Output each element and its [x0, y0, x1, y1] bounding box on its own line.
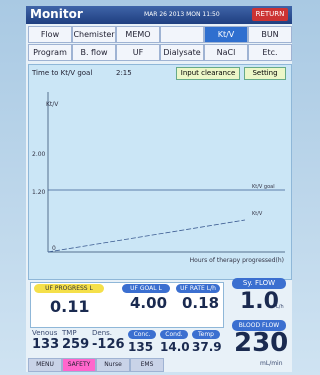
title: Monitor	[30, 7, 83, 21]
uf-goal-value: 4.00	[130, 294, 167, 312]
pressure-label: Venous	[32, 329, 57, 337]
blood-flow-value: 230	[234, 328, 288, 358]
conc-label: Temp	[192, 330, 220, 339]
page: Monitor MAR 26 2013 MON 11:50 RETURN Tim…	[0, 0, 312, 375]
screen: Monitor MAR 26 2013 MON 11:50 RETURN Tim…	[26, 6, 292, 372]
y-axis-label: Kt/V	[46, 101, 59, 108]
uf-rate-value: 0.18	[182, 294, 219, 312]
tab[interactable]: Dialysate	[160, 44, 204, 61]
tab[interactable]: NaCl	[204, 44, 248, 61]
ktv-line	[48, 220, 245, 252]
uf-rate-label: UF RATE L/h	[176, 284, 220, 293]
ktv-chart: Kt/V 2.00 1.20 0 Kt/V goal Kt/V Hours of…	[30, 82, 288, 276]
setting-button[interactable]: Setting	[244, 67, 286, 80]
sy-flow-unit: L/h	[276, 304, 284, 310]
footer-tab[interactable]: SAFETY	[62, 358, 96, 372]
tab[interactable]: Kt/V	[204, 26, 248, 43]
footer-tab[interactable]: Nurse	[96, 358, 130, 372]
pressure-label: Dens.	[92, 329, 112, 337]
pressure-value: 133	[32, 337, 59, 352]
tab[interactable]: Program	[28, 44, 72, 61]
y-label: 0	[52, 245, 56, 252]
sy-flow-label: Sy. FLOW	[232, 278, 286, 289]
pressure-value: -126	[92, 337, 125, 352]
datetime: MAR 26 2013 MON 11:50	[144, 11, 220, 18]
time-value: 2:15	[116, 69, 132, 77]
tab[interactable]: BUN	[248, 26, 292, 43]
conc-value: 14.0	[160, 340, 190, 354]
time-label: Time to Kt/V goal	[32, 69, 92, 77]
tab[interactable]: Flow	[28, 26, 72, 43]
uf-progress-value: 0.11	[50, 297, 89, 316]
conc-label: Cond.	[160, 330, 188, 339]
return-button[interactable]: RETURN	[252, 8, 288, 21]
line-label: Kt/V	[252, 211, 263, 217]
conc-label: Conc.	[128, 330, 156, 339]
footer-tab[interactable]: MENU	[28, 358, 62, 372]
tab[interactable]: Chemister	[72, 26, 116, 43]
x-axis-label: Hours of therapy progressed(h)	[190, 257, 284, 264]
y-label: 1.20	[32, 189, 46, 196]
tab[interactable]: MEMO	[116, 26, 160, 43]
pressure-label: TMP	[62, 329, 77, 337]
tab[interactable]: UF	[116, 44, 160, 61]
pressure-value: 259	[62, 337, 89, 352]
conc-value: 37.9	[192, 340, 222, 354]
line-label: Kt/V goal	[252, 184, 275, 190]
tab[interactable]: B. flow	[72, 44, 116, 61]
blood-flow-unit: mL/min	[260, 360, 283, 367]
sy-flow-value: 1.0	[240, 289, 279, 314]
input-clearance-button[interactable]: Input clearance	[176, 67, 240, 80]
tab[interactable]	[160, 26, 204, 43]
tab[interactable]: Etc.	[248, 44, 292, 61]
conc-value: 135	[128, 340, 153, 354]
footer-tab[interactable]: EMS	[130, 358, 164, 372]
uf-goal-label: UF GOAL L	[122, 284, 170, 293]
y-label: 2.00	[32, 151, 46, 158]
uf-progress-label: UF PROGRESS L	[34, 284, 104, 293]
